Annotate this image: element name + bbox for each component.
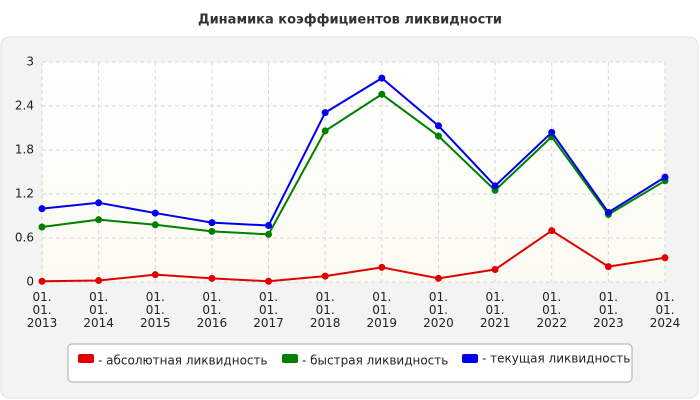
x-tick-label: 01. 01. 2013 [27, 290, 58, 330]
legend-label: - абсолютная ликвидность [98, 354, 268, 368]
data-point [491, 182, 499, 190]
data-point [95, 216, 103, 224]
data-point [265, 222, 273, 230]
data-point [548, 227, 556, 235]
legend-label: - быстрая ликвидность [302, 354, 448, 368]
legend [67, 343, 633, 383]
data-point [265, 230, 273, 238]
plot-area [42, 62, 665, 282]
data-point [661, 254, 669, 262]
x-tick-label: 01. 01. 2022 [536, 290, 567, 330]
data-point [491, 266, 499, 274]
legend-label: - текущая ликвидность [482, 352, 630, 366]
data-point [378, 90, 386, 98]
y-tick-label: 1.2 [15, 187, 34, 201]
x-tick-label: 01. 01. 2018 [310, 290, 341, 330]
x-tick-label: 01. 01. 2016 [197, 290, 228, 330]
x-tick-label: 01. 01. 2024 [650, 290, 681, 330]
data-point [95, 199, 103, 207]
x-tick-label: 01. 01. 2014 [83, 290, 114, 330]
data-point [95, 277, 103, 285]
y-tick-label: 0 [26, 275, 34, 289]
y-tick-label: 1.8 [15, 143, 34, 157]
legend-swatch [282, 354, 298, 363]
data-point [38, 205, 46, 213]
data-point [661, 173, 669, 181]
data-point [151, 209, 159, 217]
y-tick-label: 3 [26, 55, 34, 69]
data-point [208, 227, 216, 235]
data-point [151, 271, 159, 279]
data-point [321, 272, 329, 280]
data-point [434, 274, 442, 282]
data-point [38, 223, 46, 231]
legend-swatch [462, 354, 478, 363]
data-point [548, 128, 556, 136]
data-point [378, 263, 386, 271]
y-tick-label: 0.6 [15, 231, 34, 245]
x-tick-label: 01. 01. 2023 [593, 290, 624, 330]
legend-swatch [78, 354, 94, 363]
x-tick-label: 01. 01. 2021 [480, 290, 511, 330]
data-point [265, 277, 273, 285]
x-tick-label: 01. 01. 2015 [140, 290, 171, 330]
data-point [434, 132, 442, 140]
data-point [321, 109, 329, 117]
y-tick-label: 2.4 [15, 99, 34, 113]
data-point [321, 127, 329, 135]
data-point [151, 221, 159, 229]
series-line [41, 93, 666, 236]
data-point [604, 263, 612, 271]
data-point [434, 122, 442, 130]
x-tick-label: 01. 01. 2019 [367, 290, 398, 330]
series-line [41, 76, 666, 227]
data-point [38, 277, 46, 285]
series-line [41, 229, 666, 283]
data-point [208, 274, 216, 282]
data-point [604, 208, 612, 216]
x-tick-label: 01. 01. 2017 [253, 290, 284, 330]
data-point [208, 219, 216, 227]
data-point [378, 74, 386, 82]
chart-title: Динамика коэффициентов ликвидности [198, 13, 502, 28]
x-tick-label: 01. 01. 2020 [423, 290, 454, 330]
